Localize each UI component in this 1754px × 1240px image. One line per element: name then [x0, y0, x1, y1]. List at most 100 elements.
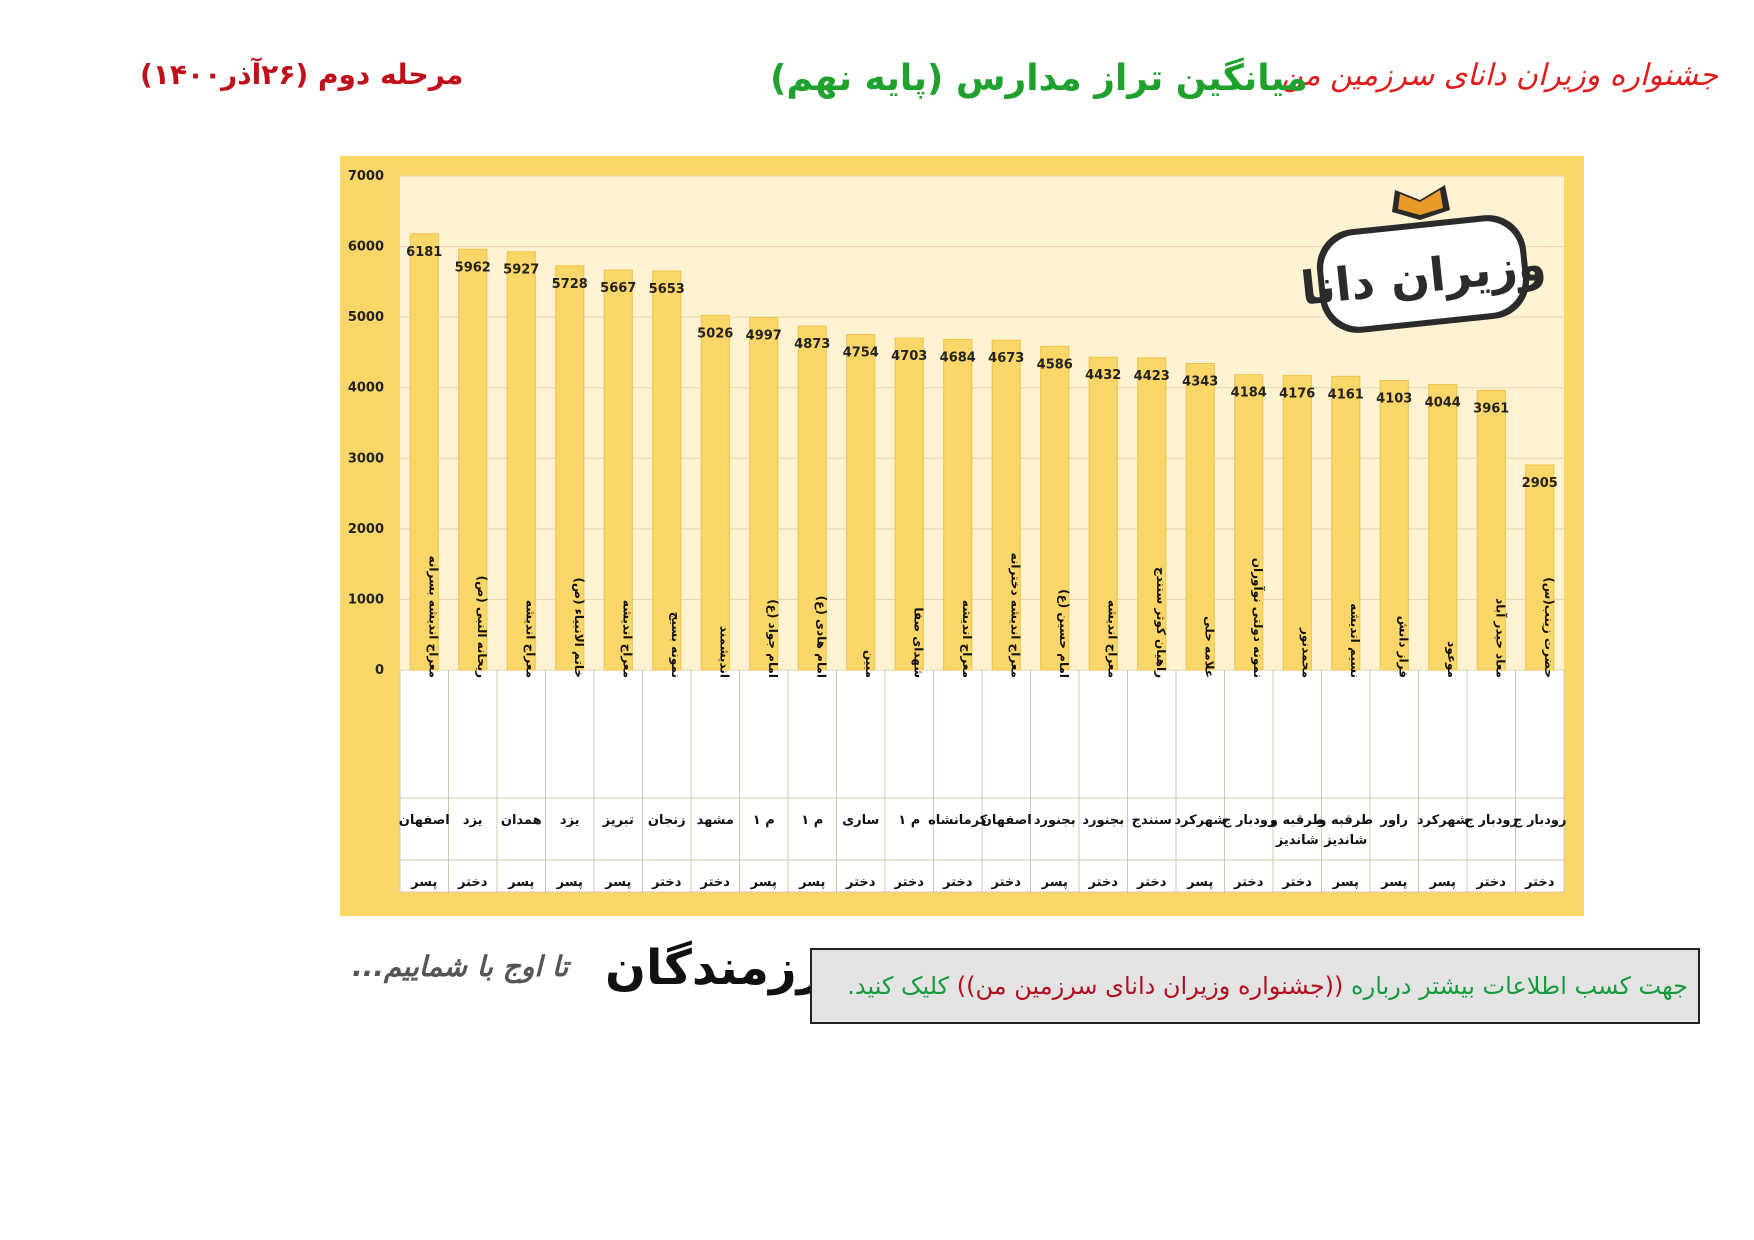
data-label: 4044: [1425, 396, 1461, 411]
x-tick-city: اصفهان: [399, 813, 450, 828]
vaziran-dana-logo: وزیران دانا: [1298, 180, 1550, 340]
x-tick-school: معاد حیدر آباد: [1493, 598, 1508, 678]
bar: [1040, 345, 1070, 671]
x-tick-school: خاتم الانبیاء (ص): [572, 577, 586, 678]
x-tick-gender: دختر: [457, 875, 488, 890]
x-tick-gender: دختر: [894, 875, 925, 890]
data-label: 4684: [940, 350, 976, 365]
bar: [409, 233, 439, 671]
bar: [1379, 379, 1409, 671]
data-label: 5927: [503, 263, 539, 278]
x-tick-school: معراج اندیشه: [620, 600, 634, 678]
x-tick-school: معراج اندیشه دخترانه: [1008, 553, 1022, 678]
x-tick-gender: پسر: [604, 875, 631, 890]
bar: [1185, 363, 1215, 671]
x-tick-city: یزد: [463, 813, 483, 828]
y-tick-label: 2000: [348, 522, 384, 537]
x-tick-gender: دختر: [991, 875, 1022, 890]
data-label: 4184: [1231, 386, 1267, 401]
y-tick-label: 0: [375, 663, 384, 678]
x-tick-city: طرقبه و: [1317, 813, 1373, 828]
x-tick-city: یزد: [560, 813, 580, 828]
x-tick-gender: پسر: [410, 875, 437, 890]
bar: [797, 325, 827, 671]
data-label: 4703: [891, 349, 927, 364]
x-tick-gender: دختر: [1088, 875, 1119, 890]
data-label: 5653: [649, 282, 685, 297]
festival-link-text[interactable]: ((جشنواره وزیران دانای سرزمین من)): [956, 972, 1344, 1000]
x-tick-gender: دختر: [651, 875, 682, 890]
x-tick-city: ساری: [842, 813, 879, 828]
data-label: 5026: [697, 326, 733, 341]
x-tick-city: رودبار ج: [1513, 813, 1566, 828]
x-tick-city: م ۱: [753, 813, 775, 828]
x-tick-gender: دختر: [942, 875, 973, 890]
data-label: 4176: [1279, 386, 1315, 401]
x-tick-gender: پسر: [1380, 875, 1407, 890]
x-tick-city: م ۱: [801, 813, 823, 828]
bar: [1282, 374, 1312, 671]
x-tick-city: بجنورد: [1034, 813, 1076, 828]
x-tick-gender: دختر: [1476, 875, 1507, 890]
data-label: 4161: [1328, 387, 1364, 402]
x-tick-school: معراج اندیشه: [523, 600, 537, 678]
x-tick-gender: دختر: [1282, 875, 1313, 890]
festival-title: جشنواره وزیران دانای سرزمین من: [1281, 58, 1719, 93]
y-tick-label: 6000: [348, 240, 384, 255]
page-title: میانگین تراز مدارس (پایه نهم): [770, 58, 1308, 99]
bar: [555, 265, 585, 671]
x-tick-city: کرمانشاه: [928, 813, 988, 828]
x-tick-school: مبین: [863, 650, 877, 678]
bar: [458, 248, 488, 671]
data-label: 5728: [552, 277, 588, 292]
x-tick-gender: پسر: [1332, 875, 1359, 890]
bar: [894, 337, 924, 671]
x-tick-school: شهدای صفا: [911, 607, 925, 678]
stage-label: مرحله دوم (۲۶آذر۱۴۰۰): [140, 58, 464, 91]
data-label: 4343: [1182, 375, 1218, 390]
x-tick-school: علامه حلی: [1202, 616, 1216, 678]
y-tick-label: 7000: [348, 169, 384, 184]
x-tick-city: طرقبه و: [1269, 813, 1325, 828]
x-tick-city: شاندیز: [1323, 833, 1367, 848]
bar: [700, 314, 730, 671]
x-tick-city: تبریز: [602, 813, 634, 828]
x-tick-city: شهرکرد: [1417, 813, 1469, 828]
bar: [1234, 374, 1264, 671]
x-tick-school: ریحانه النبی (ص): [475, 576, 489, 678]
x-tick-city: شاندیز: [1275, 833, 1319, 848]
bar: [846, 334, 876, 671]
x-tick-gender: پسر: [1186, 875, 1213, 890]
x-tick-city: اصفهان: [981, 813, 1032, 828]
x-tick-city: زنجان: [648, 813, 686, 828]
info-text: جهت کسب اطلاعات بیشتر درباره: [1351, 972, 1688, 1000]
x-tick-school: نمونه دولتی نوآوران: [1250, 558, 1266, 678]
x-tick-school: امام هادی (ع): [813, 596, 828, 678]
bar: [1331, 375, 1361, 671]
x-tick-city: مشهد: [697, 813, 734, 828]
data-label: 6181: [406, 245, 442, 260]
data-label: 4873: [794, 337, 830, 352]
data-label: 4754: [843, 346, 879, 361]
x-tick-school: اندیشمند: [717, 626, 731, 678]
x-tick-gender: دختر: [845, 875, 876, 890]
x-tick-school: فراز دانش: [1396, 616, 1410, 678]
x-tick-school: معراج اندیشه بسرانه: [426, 556, 440, 678]
bar: [506, 251, 536, 671]
x-tick-gender: پسر: [1429, 875, 1456, 890]
x-tick-gender: دختر: [1233, 875, 1264, 890]
click-text: کلیک کنید.: [847, 972, 950, 1000]
data-label: 4432: [1085, 368, 1121, 383]
data-label: 2905: [1522, 476, 1558, 491]
razmandegan-logo: رزمندگان: [605, 940, 826, 996]
bar: [652, 270, 682, 671]
x-tick-gender: پسر: [1041, 875, 1068, 890]
y-tick-label: 1000: [348, 592, 384, 607]
more-info-link[interactable]: جهت کسب اطلاعات بیشتر درباره ((جشنواره و…: [810, 948, 1700, 1024]
data-label: 4997: [746, 328, 782, 343]
x-tick-city: رودبار ج: [1465, 813, 1518, 828]
x-tick-city: شهرکرد: [1174, 813, 1226, 828]
x-tick-city: سنندج: [1132, 813, 1172, 828]
x-tick-school: امام جواد (ع): [765, 599, 780, 678]
x-tick-gender: پسر: [798, 875, 825, 890]
